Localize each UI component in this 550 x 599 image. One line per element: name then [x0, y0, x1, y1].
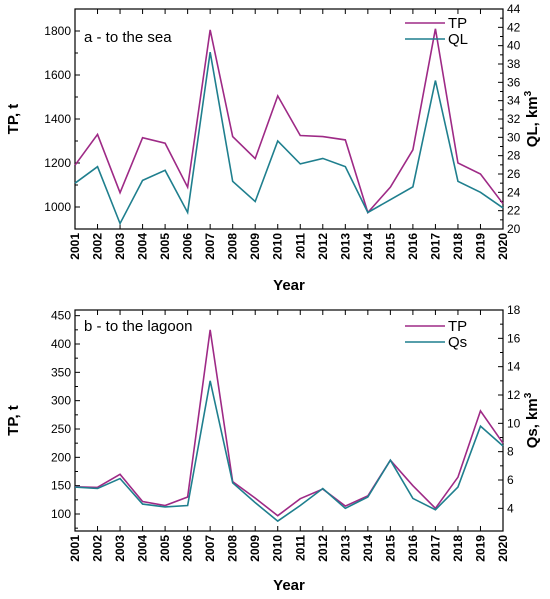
panel-a-y2-axis-label-text: QL, km — [524, 96, 541, 147]
panel-a-y-tick-label: 1400 — [44, 112, 71, 126]
panel-b-x-tick-label: 2010 — [271, 535, 285, 562]
panel-b-y2-tick-label: 6 — [507, 473, 514, 487]
panel-b-x-tick-label: 2016 — [406, 535, 420, 562]
panel-a-y2-tick-label: 26 — [507, 167, 521, 181]
panel-b-x-tick-label: 2020 — [496, 535, 510, 562]
panel-b-y2-tick-label: 8 — [507, 445, 514, 459]
panel-a: 2001 2002 2003 2004 2005 2006 2007 2008 2009 2010… — [5, 2, 541, 294]
panel-b-x-tick-label: 2001 — [68, 535, 82, 562]
panel-a-x-tick-label: 2014 — [361, 233, 375, 260]
panel-a-y2-tick-label: 20 — [507, 222, 521, 236]
panel-a-x-tick-label: 2010 — [271, 233, 285, 260]
panel-a-y2-tick-label: 30 — [507, 130, 521, 144]
panel-a-y-tick-label: 1000 — [44, 200, 71, 214]
panel-a-x-tick-label: 2006 — [181, 233, 195, 260]
panel-a-y2-tick-label: 42 — [507, 20, 521, 34]
panel-a-x-tick-label: 2007 — [203, 233, 217, 260]
panel-a-x-tick-label: 2004 — [136, 233, 150, 260]
panel-a-x-tick-label: 2001 — [68, 233, 82, 260]
panel-a-y2-tick-label: 44 — [507, 2, 521, 16]
panel-a-y2-tick-label: 38 — [507, 57, 521, 71]
panel-a-title: a - to the sea — [84, 29, 172, 46]
panel-b-x-tick-label: 2013 — [338, 535, 352, 562]
panel-b-x-tick-label: 2008 — [226, 535, 240, 562]
panel-a-y2-axis-label: QL, km3 — [523, 90, 541, 147]
panel-b-legend-label-tp: TP — [448, 318, 467, 335]
panel-a-x-axis-label: Year — [273, 277, 305, 294]
panel-a-x-tick-label: 2009 — [248, 233, 262, 260]
panel-b-x-axis-label: Year — [273, 577, 305, 594]
panel-a-y2-axis-label-sup: 3 — [523, 90, 534, 96]
panel-b-y2-tick-label: 12 — [507, 388, 521, 402]
panel-b-x-tick-label: 2006 — [181, 535, 195, 562]
panel-b-legend-label-qs: Qs — [448, 334, 467, 351]
panel-b-series-tp-line — [74, 329, 504, 517]
panel-b: 2001 2002 2003 2004 2005 2006 2007 2008 2009 2010… — [5, 303, 541, 594]
panel-a-y-tick-label: 1800 — [44, 24, 71, 38]
panel-b-x-tick-label: 2015 — [383, 535, 397, 562]
panel-a-x-tick-label: 2003 — [113, 233, 127, 260]
panel-a-x-tick-label: 2016 — [406, 233, 420, 260]
panel-a-y-axis-label: TP, t — [5, 104, 22, 135]
panel-a-y2-tick-label: 40 — [507, 39, 521, 53]
panel-b-y-tick-label: 450 — [51, 309, 71, 323]
panel-b-y2-tick-label: 14 — [507, 360, 521, 374]
panel-b-x-tick-label: 2004 — [136, 535, 150, 562]
panel-a-x-tick-label: 2013 — [338, 233, 352, 260]
panel-a-y2-tick-label: 36 — [507, 75, 521, 89]
panel-a-x-tick-label: 2015 — [383, 233, 397, 260]
panel-b-y2-tick-label: 10 — [507, 416, 521, 430]
panel-b-y-tick-label: 250 — [51, 422, 71, 436]
panel-a-y2-tick-label: 32 — [507, 112, 521, 126]
panel-b-y-tick-label: 150 — [51, 479, 71, 493]
panel-b-y2-tick-label: 16 — [507, 331, 521, 345]
panel-b-y2-axis-label-sup: 3 — [523, 392, 534, 398]
panel-b-x-tick-label: 2003 — [113, 535, 127, 562]
panel-b-y2-tick-label: 4 — [507, 501, 514, 515]
panel-b-x-tick-label: 2011 — [293, 535, 307, 561]
panel-a-x-tick-label: 2018 — [451, 233, 465, 260]
panel-b-x-tick-label: 2014 — [361, 535, 375, 562]
panel-a-y2-tick-label: 34 — [507, 94, 521, 108]
panel-b-x-tick-label: 2005 — [158, 535, 172, 562]
panel-a-x-tick-label: 2019 — [473, 233, 487, 260]
panel-b-x-tick-label: 2007 — [203, 535, 217, 562]
panel-b-title: b - to the lagoon — [84, 318, 192, 335]
panel-b-x-tick-label: 2018 — [451, 535, 465, 562]
panel-a-x-tick-label: 2002 — [91, 233, 105, 260]
panel-a-y-tick-label: 1600 — [44, 68, 71, 82]
panel-a-x-tick-label: 2012 — [316, 233, 330, 260]
panel-a-x-tick-label: 2008 — [226, 233, 240, 260]
panel-a-x-tick-label: 2011 — [293, 233, 307, 259]
panel-a-y2-tick-label: 28 — [507, 149, 521, 163]
panel-a-legend-label-ql: QL — [448, 31, 468, 48]
panel-b-series-qs-line — [74, 380, 504, 523]
panel-b-x-tick-label: 2002 — [91, 535, 105, 562]
panel-b-x-tick-label: 2019 — [473, 535, 487, 562]
panel-a-y2-tick-label: 22 — [507, 204, 521, 218]
panel-a-x-tick-label: 2017 — [428, 233, 442, 260]
panel-a-x-tick-label: 2005 — [158, 233, 172, 260]
panel-b-plot-frame — [74, 309, 504, 532]
panel-a-x-tick-label: 2020 — [496, 233, 510, 260]
panel-b-y-tick-label: 300 — [51, 394, 71, 408]
panel-b-y-tick-label: 350 — [51, 365, 71, 379]
panel-a-series-ql-line — [74, 51, 504, 226]
panel-a-series-tp-line — [74, 28, 504, 215]
panel-b-x-tick-label: 2012 — [316, 535, 330, 562]
panel-b-y-tick-label: 400 — [51, 337, 71, 351]
panel-b-y2-axis-label-text: Qs, km — [524, 398, 541, 448]
panel-b-y-axis-label: TP, t — [5, 405, 22, 436]
panel-b-y-tick-label: 200 — [51, 450, 71, 464]
panel-b-y2-tick-label: 18 — [507, 303, 521, 317]
panel-a-legend-label-tp: TP — [448, 15, 467, 32]
panel-b-y2-axis-label: Qs, km3 — [523, 392, 541, 448]
panel-b-x-tick-label: 2017 — [428, 535, 442, 562]
panel-b-x-tick-label: 2009 — [248, 535, 262, 562]
panel-b-y-tick-label: 100 — [51, 507, 71, 521]
panel-a-y2-tick-label: 24 — [507, 185, 521, 199]
panel-a-y-tick-label: 1200 — [44, 156, 71, 170]
